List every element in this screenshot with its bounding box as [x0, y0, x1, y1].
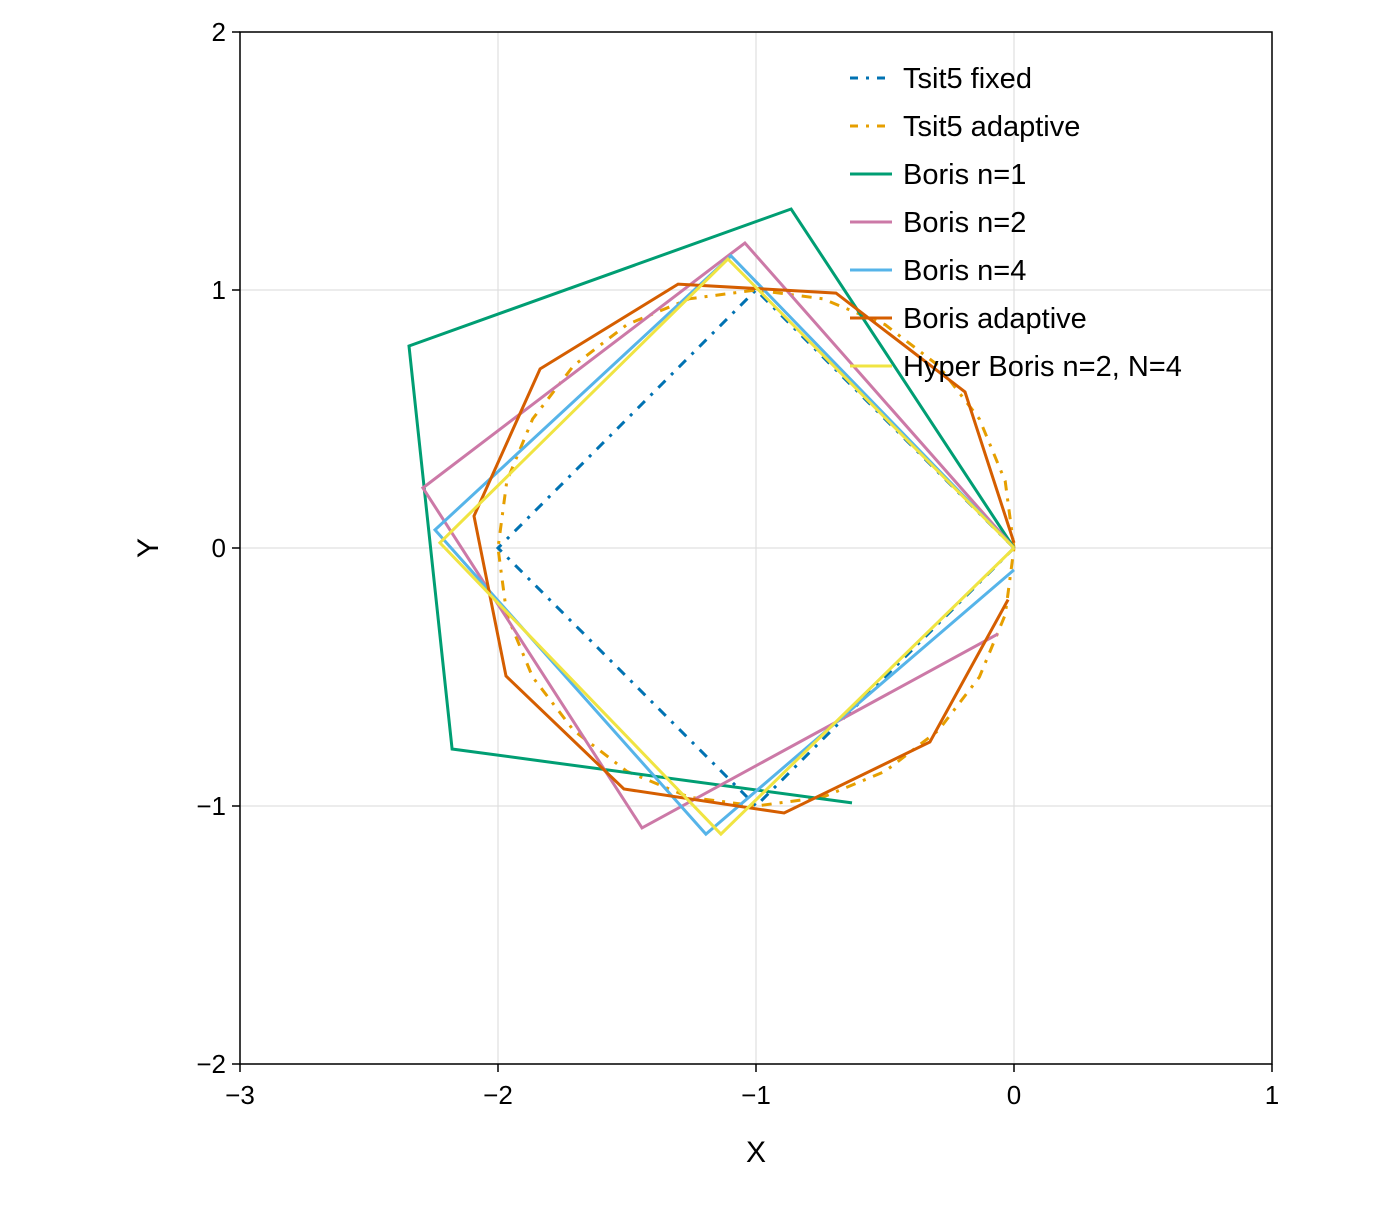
x-tick-label: −2 — [483, 1080, 513, 1110]
legend-label-tsit5-fixed: Tsit5 fixed — [903, 63, 1032, 95]
series-line-tsit5-adaptive — [496, 288, 1016, 808]
y-axis-label: Y — [132, 538, 165, 558]
y-tick-label: 1 — [212, 275, 226, 305]
legend-label-tsit5-adaptive: Tsit5 adaptive — [903, 111, 1080, 143]
plot-area — [407, 207, 1016, 837]
y-tick-label: 0 — [212, 533, 226, 563]
legend-label-boris-adaptive: Boris adaptive — [903, 303, 1087, 335]
series-line-boris-n-2 — [420, 240, 1016, 830]
x-tick-label: 0 — [1007, 1080, 1021, 1110]
legend-label-boris-n-2: Boris n=2 — [903, 207, 1026, 239]
y-tick-label: −1 — [196, 791, 226, 821]
series-line-boris-n-4 — [432, 253, 1016, 837]
grid — [239, 31, 1273, 1065]
y-tick-label: 2 — [212, 17, 226, 47]
series-line-tsit5-fixed — [495, 287, 1016, 809]
series-line-hyper-boris-n-2-n-4 — [437, 256, 1016, 837]
x-tick-label: −1 — [741, 1080, 771, 1110]
series-line-boris-n-1 — [407, 207, 1016, 805]
y-tick-label: −2 — [196, 1049, 226, 1079]
legend-label-hyper-boris-n-2-n-4: Hyper Boris n=2, N=4 — [903, 351, 1182, 383]
legend-label-boris-n-1: Boris n=1 — [903, 159, 1026, 191]
legend-label-boris-n-4: Boris n=4 — [903, 255, 1026, 287]
x-tick-label: 1 — [1265, 1080, 1279, 1110]
x-axis-label: X — [746, 1136, 766, 1169]
legend: Tsit5 fixed Tsit5 adaptive Boris n=1 Boris … — [850, 63, 1182, 383]
series-line-boris-adaptive — [472, 282, 1016, 815]
x-tick-label: −3 — [225, 1080, 255, 1110]
